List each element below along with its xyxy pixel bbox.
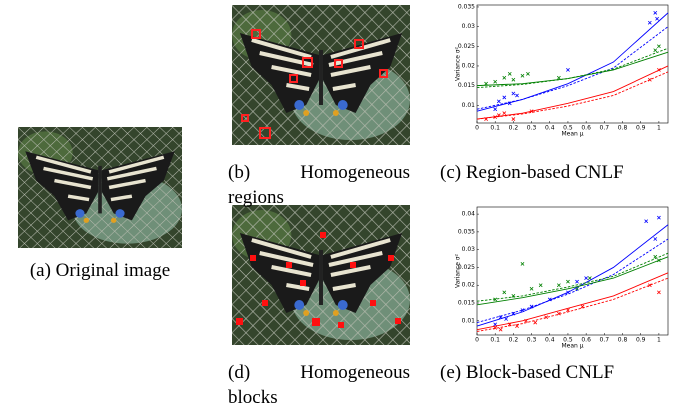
x-tick-label: 0.2 bbox=[509, 125, 519, 132]
data-point bbox=[494, 108, 497, 111]
data-point bbox=[512, 117, 515, 120]
data-point bbox=[494, 80, 497, 83]
x-tick-label: 0.9 bbox=[636, 125, 646, 132]
data-point bbox=[657, 216, 660, 219]
data-point bbox=[654, 49, 657, 52]
y-tick-label: 0.03 bbox=[462, 23, 476, 30]
page: {"captions": ["(a) Original image", "(b)… bbox=[0, 0, 691, 412]
data-point bbox=[655, 17, 658, 20]
caption: (a) Original image bbox=[18, 258, 182, 283]
x-tick-label: 0 bbox=[475, 125, 479, 132]
fit-curve bbox=[477, 52, 668, 85]
data-point bbox=[503, 76, 506, 79]
data-point bbox=[654, 237, 657, 240]
data-point bbox=[557, 284, 560, 287]
x-tick-label: 0.7 bbox=[600, 337, 610, 344]
y-tick-label: 0.04 bbox=[462, 211, 476, 218]
data-point bbox=[512, 92, 515, 95]
data-point bbox=[515, 94, 518, 97]
data-point bbox=[585, 277, 588, 280]
x-tick-label: 0.1 bbox=[490, 125, 500, 132]
data-point bbox=[539, 284, 542, 287]
caption: (d) Homogeneous blocks bbox=[228, 360, 410, 410]
data-point bbox=[508, 72, 511, 75]
data-point bbox=[557, 76, 560, 79]
x-axis-label: Mean μ bbox=[561, 343, 583, 350]
x-tick-label: 0.2 bbox=[509, 337, 519, 344]
data-point bbox=[588, 277, 591, 280]
data-point bbox=[521, 262, 524, 265]
data-point bbox=[521, 74, 524, 77]
regions-image bbox=[232, 5, 410, 145]
x-tick-label: 0.7 bbox=[600, 125, 610, 132]
x-tick-label: 0.4 bbox=[545, 337, 555, 344]
fit-curve bbox=[477, 66, 668, 119]
data-point bbox=[575, 280, 578, 283]
data-point bbox=[497, 100, 500, 103]
data-point bbox=[530, 287, 533, 290]
x-tick-label: 0.4 bbox=[545, 125, 555, 132]
x-tick-label: 0.8 bbox=[618, 125, 628, 132]
data-point bbox=[648, 21, 651, 24]
data-point bbox=[534, 321, 537, 324]
x-tick-label: 0 bbox=[475, 337, 479, 344]
data-point bbox=[503, 291, 506, 294]
data-point bbox=[566, 280, 569, 283]
data-point bbox=[526, 72, 529, 75]
x-tick-label: 0.1 bbox=[490, 337, 500, 344]
data-point bbox=[657, 45, 660, 48]
data-point bbox=[505, 317, 508, 320]
blocks-image bbox=[232, 205, 410, 345]
x-tick-label: 0.3 bbox=[527, 125, 537, 132]
data-point bbox=[545, 316, 548, 319]
fit-curve bbox=[477, 239, 668, 323]
data-point bbox=[512, 78, 515, 81]
y-tick-label: 0.01 bbox=[462, 317, 476, 324]
plot-frame bbox=[477, 207, 668, 335]
y-tick-label: 0.035 bbox=[458, 3, 475, 10]
caption: (c) Region-based CNLF bbox=[440, 160, 691, 185]
data-point bbox=[657, 291, 660, 294]
data-point bbox=[645, 220, 648, 223]
x-tick-label: 1 bbox=[657, 337, 661, 344]
y-tick-label: 0.035 bbox=[458, 228, 475, 235]
x-tick-label: 0.3 bbox=[527, 337, 537, 344]
y-tick-label: 0.03 bbox=[462, 246, 476, 253]
x-tick-label: 0.8 bbox=[618, 337, 628, 344]
y-tick-label: 0.015 bbox=[458, 82, 475, 89]
caption: (e) Block-based CNLF bbox=[440, 360, 691, 385]
data-point bbox=[566, 68, 569, 71]
x-tick-label: 1 bbox=[657, 125, 661, 132]
y-axis-label: Variance σ² bbox=[455, 46, 462, 81]
data-point bbox=[503, 112, 506, 115]
y-axis-label: Variance σ² bbox=[455, 253, 462, 288]
caption: (b) Homogeneous regions bbox=[228, 160, 410, 210]
x-axis-label: Mean μ bbox=[561, 131, 583, 138]
original-image bbox=[18, 127, 182, 248]
y-tick-label: 0.02 bbox=[462, 282, 476, 289]
data-point bbox=[503, 96, 506, 99]
y-tick-label: 0.015 bbox=[458, 300, 475, 307]
fit-curve bbox=[477, 273, 668, 330]
y-tick-label: 0.02 bbox=[462, 62, 476, 69]
y-tick-label: 0.01 bbox=[462, 102, 476, 109]
x-tick-label: 0.9 bbox=[636, 337, 646, 344]
data-point bbox=[499, 328, 502, 331]
data-point bbox=[654, 11, 657, 14]
